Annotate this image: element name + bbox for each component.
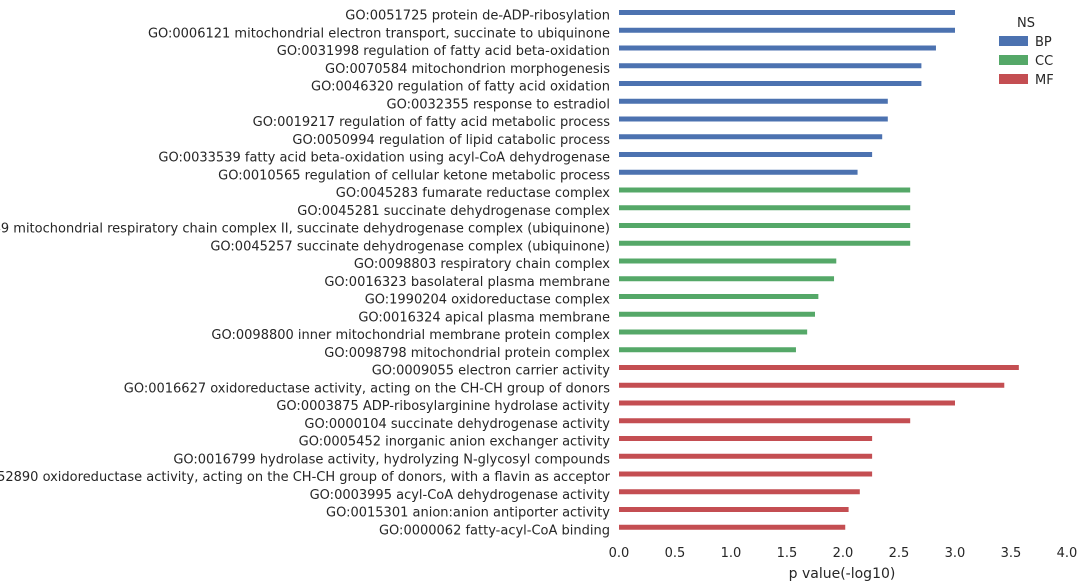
- category-label: GO:0016627 oxidoreductase activity, acti…: [124, 381, 610, 396]
- legend-label-bp: BP: [1035, 35, 1052, 50]
- category-label: GO:0098798 mitochondrial protein complex: [324, 346, 610, 361]
- category-label: GO:0045281 succinate dehydrogenase compl…: [297, 204, 610, 219]
- x-tick-label: 2.5: [889, 546, 910, 561]
- bar-bp-0: [619, 10, 955, 15]
- category-label: GO:0016799 hydrolase activity, hydrolyzi…: [173, 452, 610, 467]
- bar-mf-20: [619, 365, 1019, 370]
- bar-cc-16: [619, 294, 819, 299]
- category-labels-group: GO:0051725 protein de-ADP-ribosylation GO…: [0, 9, 611, 539]
- category-label: GO:0033539 fatty acid beta-oxidation usi…: [158, 151, 610, 166]
- category-label: GO:0006121 mitochondrial electron transp…: [148, 26, 610, 41]
- category-label: GO:0052890 oxidoreductase activity, acti…: [0, 470, 611, 485]
- category-label: GO:0019217 regulation of fatty acid meta…: [253, 115, 611, 130]
- category-label: GO:0098803 respiratory chain complex: [354, 257, 610, 272]
- bar-bp-9: [619, 169, 858, 175]
- bar-cc-15: [619, 276, 835, 282]
- legend-swatch-cc: [999, 55, 1028, 65]
- bar-mf-22: [619, 400, 955, 406]
- category-label: GO:0016323 basolateral plasma membrane: [324, 275, 610, 290]
- x-tick-label: 1.0: [721, 546, 742, 561]
- x-tick-label: 3.5: [1001, 546, 1022, 561]
- category-label: GO:0098800 inner mitochondrial membrane …: [211, 328, 610, 343]
- x-tick-label: 1.5: [777, 546, 798, 561]
- bar-mf-25: [619, 453, 873, 459]
- category-label: GO:0050994 regulation of lipid catabolic…: [292, 133, 610, 148]
- bar-bp-2: [619, 45, 936, 51]
- bar-cc-11: [619, 205, 911, 211]
- bar-mf-23: [619, 418, 911, 424]
- bars-group: [619, 10, 1019, 530]
- category-label: GO:0070584 mitochondrion morphogenesis: [325, 62, 610, 77]
- bar-bp-1: [619, 27, 955, 33]
- bar-mf-29: [619, 524, 846, 530]
- category-label: GO:0000062 fatty-acyl-CoA binding: [379, 523, 610, 538]
- category-label: GO:0010565 regulation of cellular ketone…: [218, 168, 610, 183]
- bar-bp-5: [619, 98, 888, 104]
- bar-bp-7: [619, 134, 883, 140]
- bar-cc-10: [619, 187, 911, 193]
- category-label: GO:0005452 inorganic anion exchanger act…: [299, 435, 611, 450]
- x-axis: 0.0 0.5 1.0 1.5 2.0 2.5 3.0 3.5 4.0: [609, 546, 1078, 561]
- x-tick-label: 4.0: [1057, 546, 1078, 561]
- category-label: GO:0009055 electron carrier activity: [372, 364, 611, 379]
- bar-mf-21: [619, 382, 1005, 388]
- x-tick-label: 0.0: [609, 546, 630, 561]
- category-label: GO:0051725 protein de-ADP-ribosylation: [345, 9, 610, 24]
- bar-bp-4: [619, 81, 922, 86]
- x-tick-label: 2.0: [833, 546, 854, 561]
- x-tick-label: 3.0: [945, 546, 966, 561]
- bar-cc-14: [619, 258, 837, 264]
- category-label: GO:1990204 oxidoreductase complex: [365, 293, 611, 308]
- legend: NS BP CC MF: [999, 16, 1054, 88]
- legend-label-mf: MF: [1035, 73, 1054, 88]
- legend-swatch-mf: [999, 74, 1028, 84]
- category-label: GO:0046320 regulation of fatty acid oxid…: [311, 80, 610, 95]
- legend-label-cc: CC: [1035, 54, 1053, 69]
- category-label: GO:0003875 ADP-ribosylarginine hydrolase…: [276, 399, 610, 414]
- bar-mf-26: [619, 471, 873, 477]
- x-axis-title: p value(-log10): [789, 566, 896, 582]
- bar-cc-12: [619, 223, 911, 228]
- category-label: GO:0000104 succinate dehydrogenase activ…: [304, 417, 610, 432]
- category-label: GO:0016324 apical plasma membrane: [358, 310, 610, 325]
- category-label: GO:0015301 anion:anion antiporter activi…: [326, 506, 610, 521]
- category-label: GO:0045257 succinate dehydrogenase compl…: [210, 239, 610, 254]
- category-label: GO:0045283 fumarate reductase complex: [336, 186, 611, 201]
- bar-mf-24: [619, 436, 873, 441]
- x-tick-label: 0.5: [665, 546, 686, 561]
- bar-bp-8: [619, 152, 873, 157]
- category-label: GO:0003995 acyl-CoA dehydrogenase activi…: [310, 488, 611, 503]
- bar-cc-19: [619, 347, 796, 353]
- bar-bp-6: [619, 116, 888, 122]
- category-label: GO:0005749 mitochondrial respiratory cha…: [0, 222, 610, 237]
- bar-mf-27: [619, 489, 860, 495]
- bar-mf-28: [619, 507, 849, 512]
- bar-bp-3: [619, 63, 922, 69]
- legend-swatch-bp: [999, 36, 1028, 46]
- bar-cc-13: [619, 240, 911, 246]
- category-label: GO:0031998 regulation of fatty acid beta…: [277, 44, 610, 59]
- bar-cc-17: [619, 311, 815, 317]
- legend-title: NS: [1017, 16, 1035, 31]
- category-label: GO:0032355 response to estradiol: [387, 97, 610, 112]
- bar-cc-18: [619, 329, 808, 335]
